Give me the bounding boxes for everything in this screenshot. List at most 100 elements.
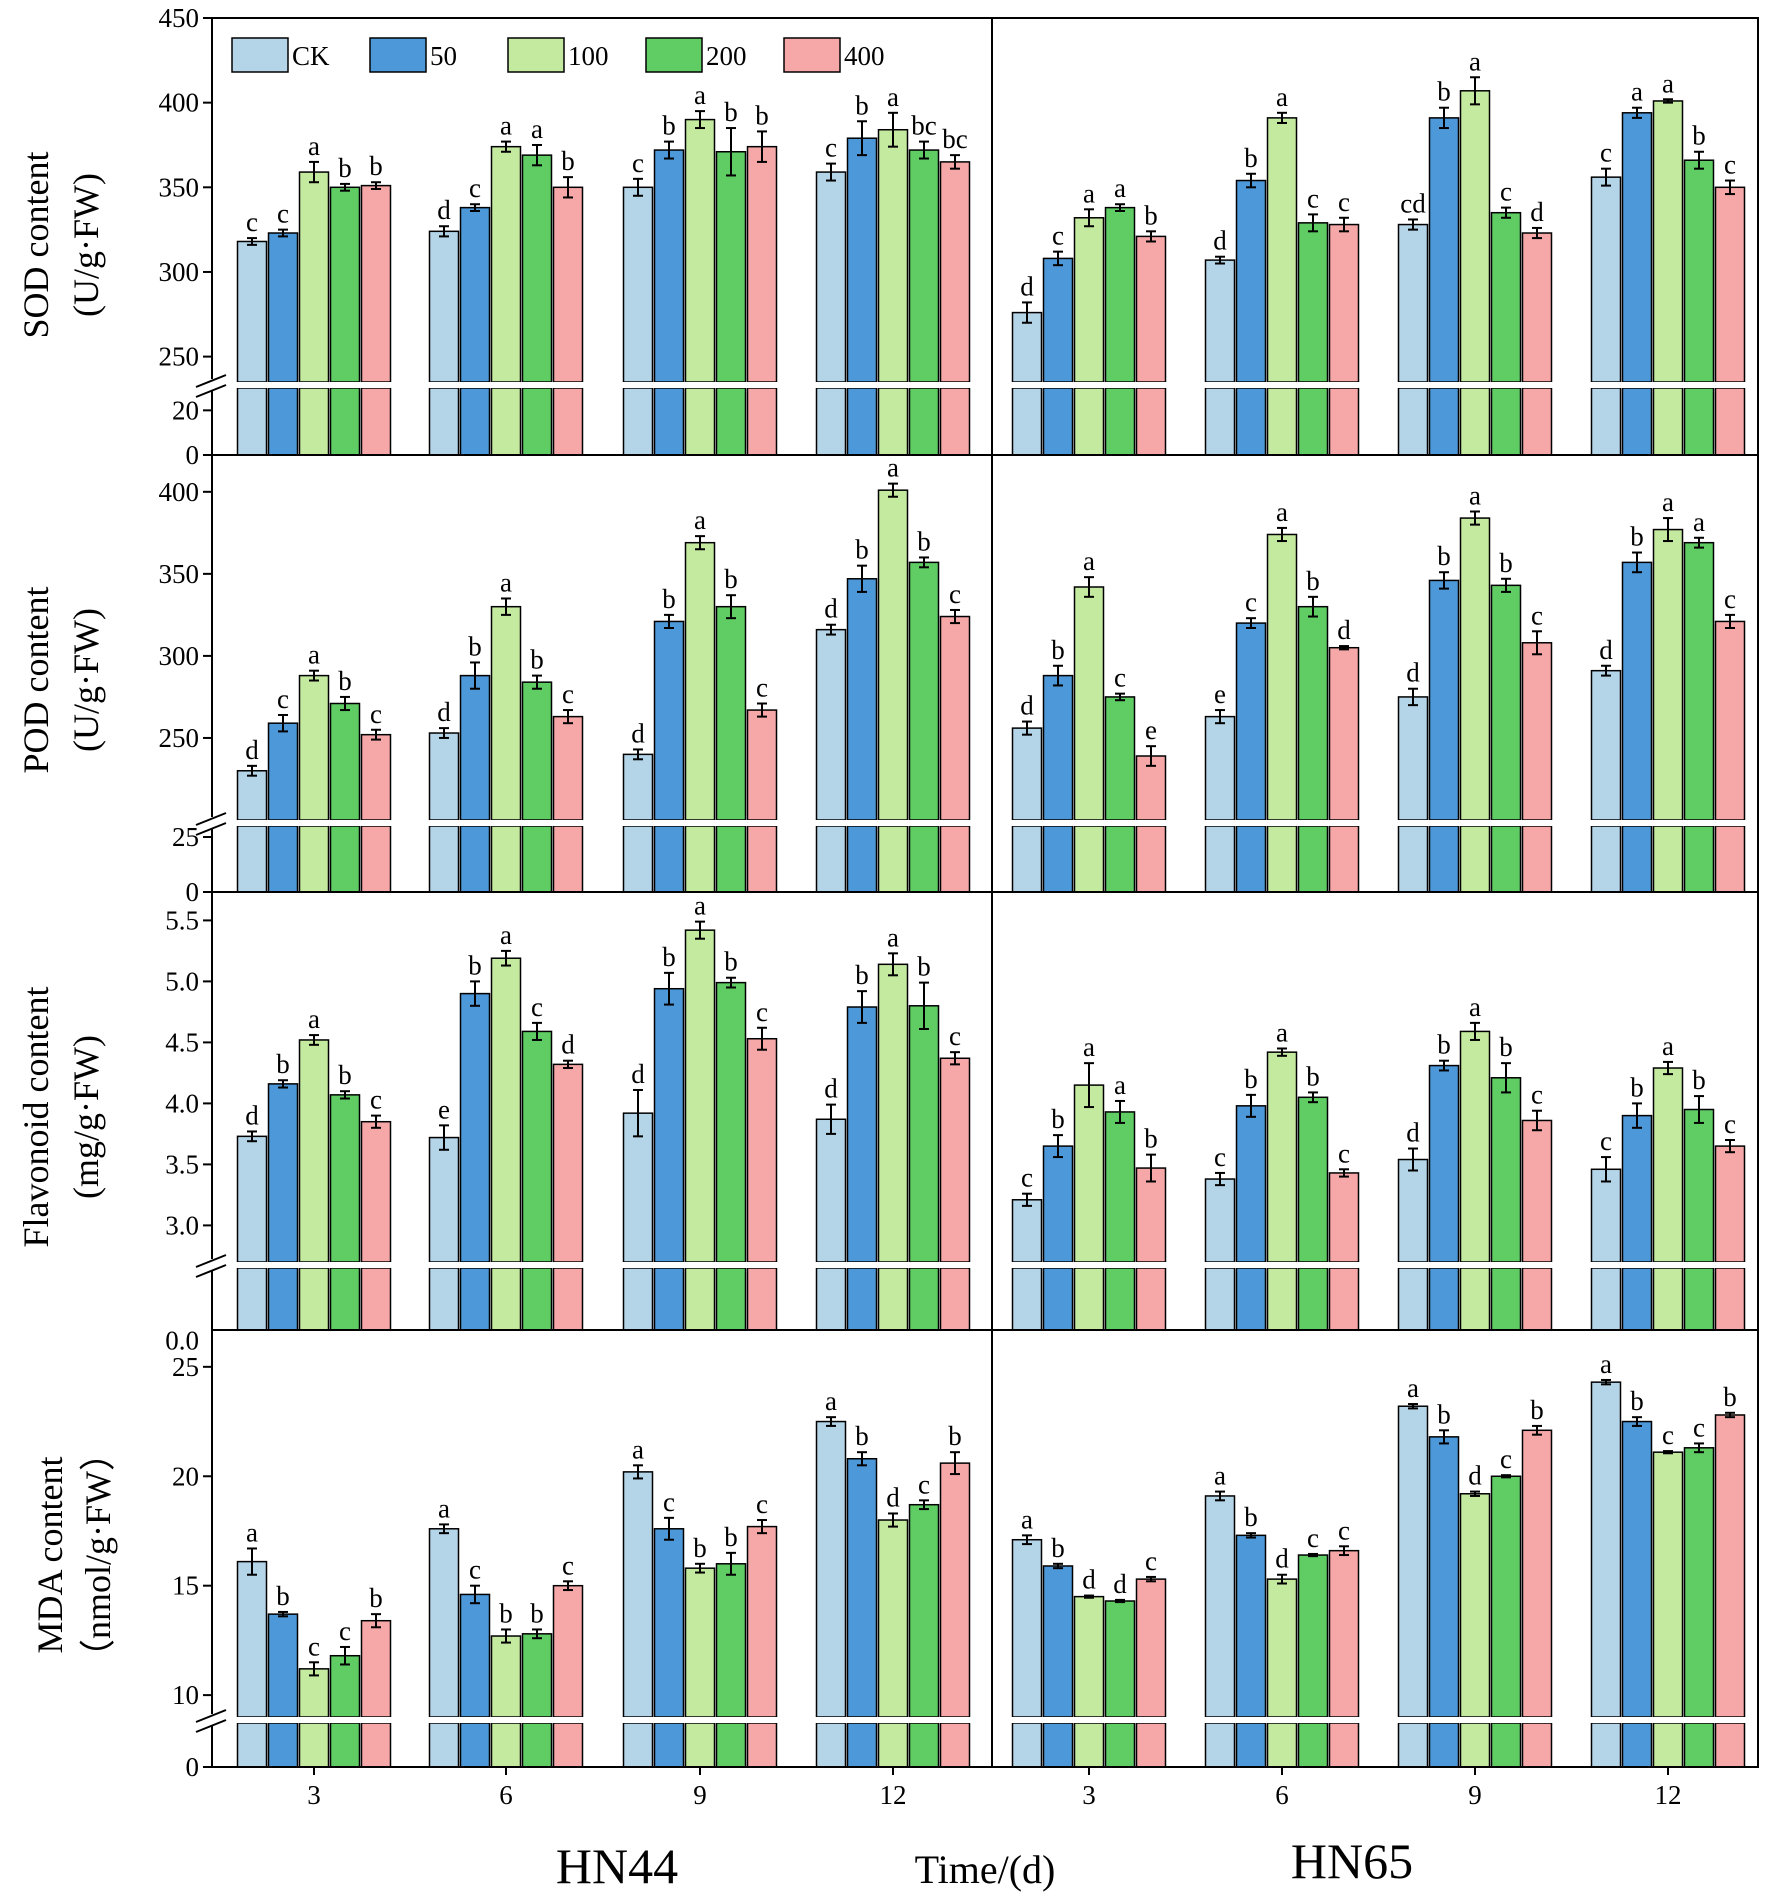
- bar-flavonoid-hn44-day12-200: [908, 1005, 940, 1263]
- bar-stub-mda-hn65-day9-100: [1459, 1722, 1491, 1768]
- sig-letter-pod-hn44-day6-50: b: [468, 631, 482, 661]
- bar-stub-sod-hn65-day12-200: [1683, 387, 1715, 456]
- axis-break-mark-lower: [195, 1264, 227, 1278]
- bar-flavonoid-hn65-day9-ck: [1397, 1158, 1429, 1263]
- bar-sod-hn65-day12-ck: [1590, 176, 1622, 383]
- bar-sod-hn44-day3-ck: [236, 240, 268, 383]
- bar-flavonoid-hn65-day6-100: [1266, 1051, 1298, 1263]
- y-tick-label: 3.0: [165, 1210, 199, 1240]
- bar-sod-hn65-day3-100: [1073, 217, 1105, 383]
- sig-letter-sod-hn65-day9-50: b: [1437, 77, 1451, 107]
- y-tick-label: 4.0: [165, 1088, 199, 1118]
- sig-letter-flavonoid-hn44-day12-50: b: [855, 960, 869, 990]
- y-tick-label: 5.0: [165, 966, 199, 996]
- bar-mda-hn65-day12-50: [1621, 1420, 1653, 1718]
- bar-sod-hn44-day9-400: [746, 145, 778, 383]
- sig-letter-flavonoid-hn44-day6-50: b: [468, 950, 482, 980]
- bar-sod-hn65-day9-400: [1521, 232, 1553, 383]
- bar-mda-hn65-day12-200: [1683, 1447, 1715, 1718]
- sig-letter-flavonoid-hn44-day9-400: c: [756, 997, 768, 1027]
- bar-stub-sod-hn65-day3-ck: [1011, 387, 1043, 456]
- sig-letter-sod-hn44-day3-400: b: [369, 151, 383, 181]
- bar-stub-pod-hn44-day6-ck: [428, 825, 460, 893]
- sig-letter-mda-hn44-day6-50: c: [469, 1555, 481, 1585]
- bar-stub-sod-hn65-day6-200: [1297, 387, 1329, 456]
- bar-stub-mda-hn65-day6-400: [1328, 1722, 1360, 1768]
- bar-flavonoid-hn65-day3-ck: [1011, 1199, 1043, 1263]
- bar-stub-mda-hn65-day6-50: [1235, 1722, 1267, 1768]
- bar-mda-hn44-day12-200: [908, 1503, 940, 1718]
- bar-stub-pod-hn65-day9-ck: [1397, 825, 1429, 893]
- bar-flavonoid-hn44-day3-400: [360, 1120, 392, 1263]
- bar-stub-flavonoid-hn65-day3-50: [1042, 1267, 1074, 1331]
- bar-pod-hn65-day9-100: [1459, 517, 1491, 821]
- sig-letter-mda-hn65-day12-100: c: [1662, 1420, 1674, 1450]
- sig-letter-mda-hn65-day6-100: d: [1275, 1544, 1289, 1574]
- bar-stub-pod-hn65-day9-400: [1521, 825, 1553, 893]
- sig-letter-mda-hn65-day9-100: d: [1468, 1461, 1482, 1491]
- sig-letter-sod-hn65-day9-100: a: [1469, 46, 1481, 76]
- sig-letter-sod-hn65-day12-200: b: [1692, 121, 1706, 151]
- bar-stub-pod-hn44-day3-200: [329, 825, 361, 893]
- sig-letter-flavonoid-hn65-day9-400: c: [1531, 1080, 1543, 1110]
- bar-stub-mda-hn65-day12-ck: [1590, 1722, 1622, 1768]
- bar-stub-sod-hn65-day6-400: [1328, 387, 1360, 456]
- sig-letter-pod-hn65-day3-200: c: [1114, 663, 1126, 693]
- bar-stub-sod-hn44-day9-100: [684, 387, 716, 456]
- legend-label-50: 50: [430, 41, 457, 71]
- sig-letter-flavonoid-hn44-day9-100: a: [694, 891, 706, 921]
- bar-flavonoid-hn65-day3-200: [1104, 1111, 1136, 1263]
- legend-swatch-ck: [231, 37, 289, 73]
- bar-stub-pod-hn65-day12-100: [1652, 825, 1684, 893]
- sig-letter-mda-hn44-day3-200: c: [339, 1616, 351, 1646]
- bar-flavonoid-hn44-day6-100: [490, 957, 522, 1263]
- bar-stub-mda-hn65-day12-50: [1621, 1722, 1653, 1768]
- bar-stub-flavonoid-hn44-day6-50: [459, 1267, 491, 1331]
- group-title-hn65: HN65: [1291, 1833, 1413, 1889]
- sig-letter-sod-hn44-day12-ck: c: [825, 133, 837, 163]
- bar-stub-pod-hn65-day3-ck: [1011, 825, 1043, 893]
- legend: CK 50 100 200 400: [231, 37, 885, 73]
- bar-mda-hn44-day6-100: [490, 1635, 522, 1718]
- bar-mda-hn44-day9-ck: [622, 1471, 654, 1718]
- bar-mda-hn65-day12-400: [1714, 1414, 1746, 1718]
- bar-stub-sod-hn44-day3-100: [298, 387, 330, 456]
- bar-pod-hn65-day6-200: [1297, 605, 1329, 821]
- sig-letter-mda-hn44-day3-ck: a: [246, 1517, 258, 1547]
- y-tick-label: 250: [159, 342, 200, 372]
- sig-letter-mda-hn65-day3-ck: a: [1021, 1504, 1033, 1534]
- sig-letter-mda-hn44-day6-400: c: [562, 1550, 574, 1580]
- sig-letter-sod-hn44-day6-50: c: [469, 173, 481, 203]
- bar-stub-mda-hn65-day9-ck: [1397, 1722, 1429, 1768]
- bar-flavonoid-hn65-day6-200: [1297, 1096, 1329, 1263]
- sig-letter-sod-hn44-day12-200: bc: [911, 111, 937, 141]
- bar-sod-hn44-day3-200: [329, 186, 361, 383]
- bar-stub-flavonoid-hn65-day12-100: [1652, 1267, 1684, 1331]
- sig-letter-mda-hn65-day12-400: b: [1723, 1382, 1737, 1412]
- bar-stub-pod-hn65-day6-200: [1297, 825, 1329, 893]
- sig-letter-sod-hn65-day12-ck: c: [1600, 138, 1612, 168]
- panel-frame: [211, 1329, 1759, 1768]
- bar-stub-pod-hn44-day12-100: [877, 825, 909, 893]
- sig-letter-flavonoid-hn65-day6-ck: c: [1214, 1142, 1226, 1172]
- sig-letter-mda-hn44-day3-100: c: [308, 1631, 320, 1661]
- sig-letter-pod-hn65-day9-50: b: [1437, 541, 1451, 571]
- bar-stub-sod-hn65-day6-ck: [1204, 387, 1236, 456]
- bar-mda-hn65-day12-ck: [1590, 1381, 1622, 1718]
- sig-letter-mda-hn44-day6-ck: a: [438, 1493, 450, 1523]
- bar-stub-flavonoid-hn65-day3-100: [1073, 1267, 1105, 1331]
- sig-letter-sod-hn65-day9-ck: cd: [1400, 188, 1426, 218]
- bar-flavonoid-hn65-day3-50: [1042, 1145, 1074, 1263]
- bar-stub-flavonoid-hn65-day6-50: [1235, 1267, 1267, 1331]
- sig-letter-pod-hn44-day6-200: b: [530, 645, 544, 675]
- bar-pod-hn65-day6-50: [1235, 622, 1267, 821]
- bar-mda-hn44-day9-100: [684, 1567, 716, 1718]
- bar-stub-mda-hn65-day3-50: [1042, 1722, 1074, 1768]
- axis-break-band: [214, 1262, 1756, 1268]
- bar-sod-hn44-day12-400: [939, 161, 971, 383]
- bar-stub-mda-hn44-day3-ck: [236, 1722, 268, 1768]
